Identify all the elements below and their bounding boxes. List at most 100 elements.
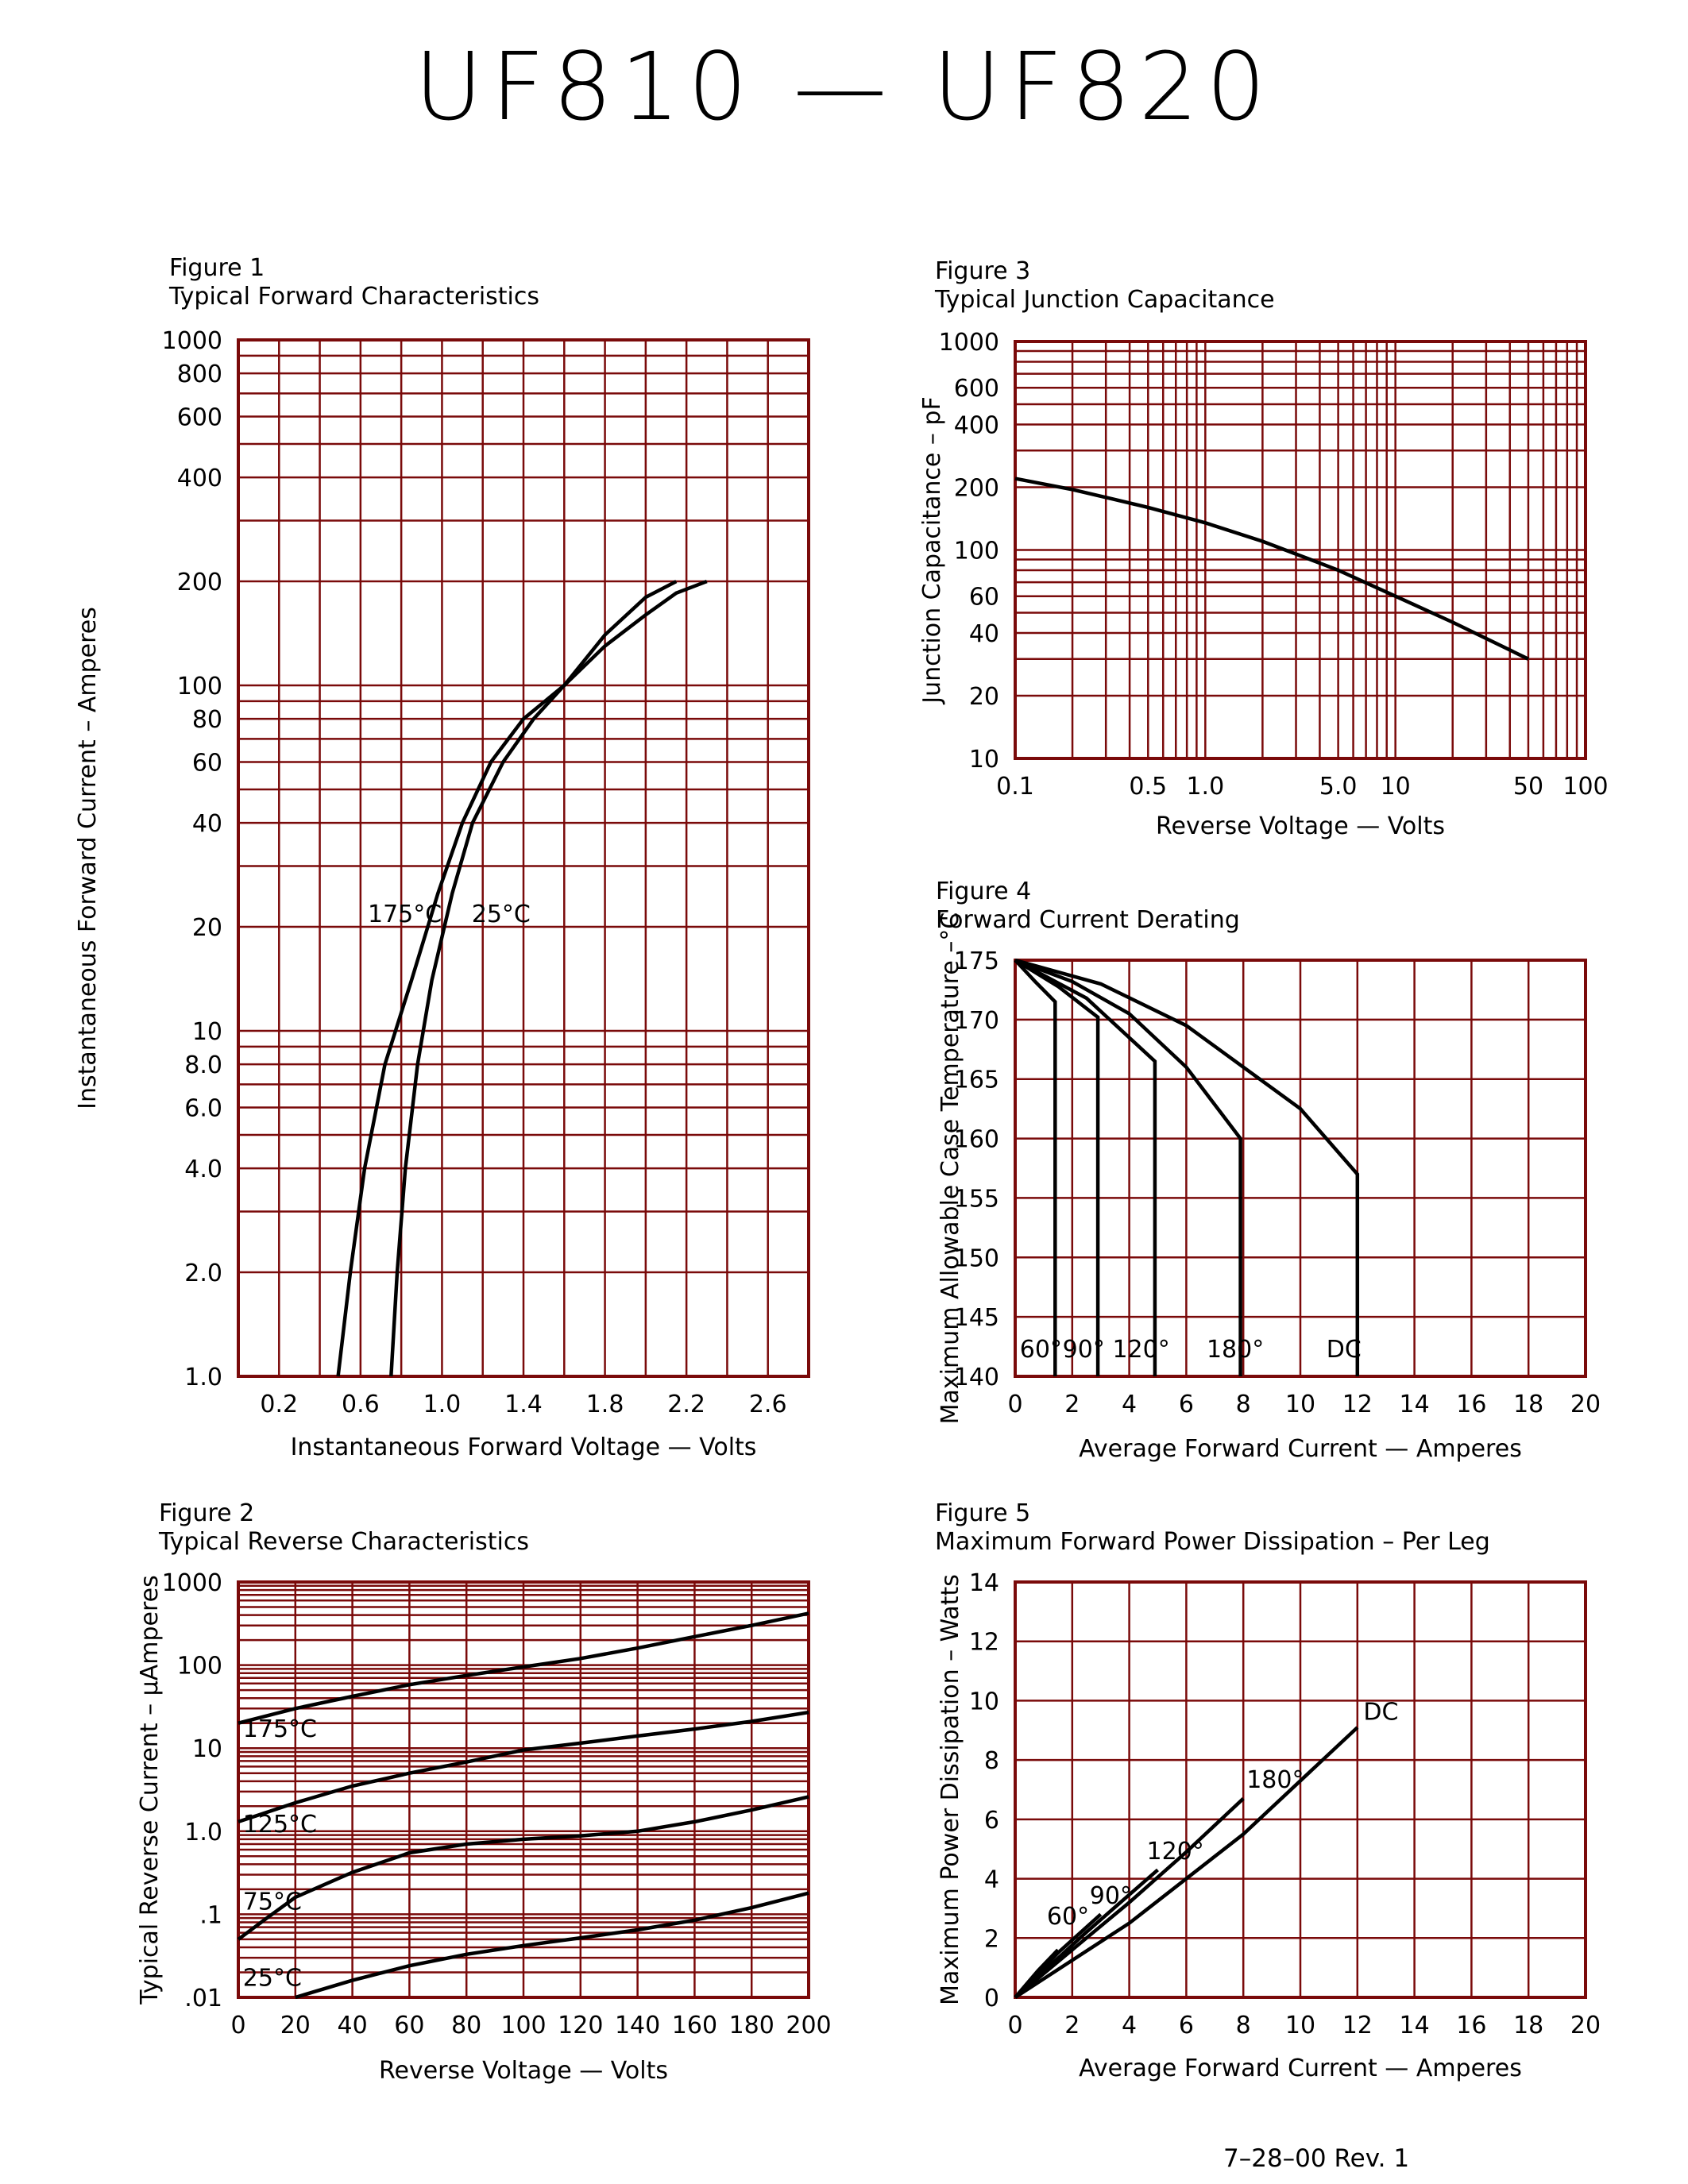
fig4-x-tick-label: 20	[1570, 1391, 1601, 1418]
fig5-y-tick-label: 8	[984, 1747, 999, 1775]
fig1-y-tick-label: 1000	[162, 327, 222, 355]
fig1-plot-frame	[237, 338, 810, 1378]
fig3-x-tick-label: 1.0	[1186, 773, 1224, 801]
fig1-x-tick-label: 0.6	[342, 1391, 380, 1418]
fig4-x-tick-label: 6	[1179, 1391, 1194, 1418]
fig5-x-tick-label: 18	[1513, 2012, 1543, 2039]
fig5-y-tick-label: 10	[969, 1688, 999, 1715]
fig5-x-tick-label: 12	[1342, 2012, 1373, 2039]
fig4-x-tick-label: 12	[1342, 1391, 1373, 1418]
fig5-x-axis-label: Average Forward Current — Amperes	[1079, 2055, 1522, 2082]
figure4-label: Figure 4	[936, 878, 1032, 905]
fig3-x-tick-label: 5.0	[1319, 773, 1358, 801]
fig4-y-tick-label: 140	[954, 1364, 999, 1391]
fig2-y-tick-label: 10	[192, 1735, 222, 1763]
fig5-series-180-line	[1014, 1797, 1245, 1999]
figure3-title: Typical Junction Capacitance	[935, 286, 1275, 314]
figure2-label: Figure 2	[159, 1499, 255, 1527]
fig2-annotation: 125°C	[243, 1811, 317, 1839]
fig3-x-axis-label: Reverse Voltage — Volts	[1156, 812, 1445, 840]
fig2-x-tick-label: 100	[500, 2012, 546, 2039]
fig5-x-tick-label: 16	[1456, 2012, 1486, 2039]
fig1-y-tick-label: 2.0	[184, 1260, 222, 1287]
fig5-annotation: 90°	[1090, 1882, 1132, 1910]
fig5-annotation: 180°	[1246, 1766, 1304, 1794]
fig4-plot-frame	[1014, 959, 1587, 1378]
fig3-y-tick-label: 600	[954, 375, 999, 403]
fig1-y-tick-label: 200	[177, 569, 222, 596]
fig3-plot-frame	[1014, 340, 1587, 760]
fig1-x-tick-label: 2.2	[667, 1391, 705, 1418]
fig2-series-75c-line	[237, 1795, 809, 1941]
fig1-y-tick-label: 800	[177, 361, 222, 388]
fig4-x-tick-label: 8	[1236, 1391, 1251, 1418]
figure3-label: Figure 3	[935, 257, 1031, 285]
fig1-annotation: 175°C	[368, 901, 442, 928]
fig5-x-tick-label: 20	[1570, 2012, 1601, 2039]
fig3-y-tick-label: 20	[969, 683, 999, 711]
fig4-y-tick-label: 155	[954, 1185, 999, 1213]
fig2-x-tick-label: 0	[230, 2012, 245, 2039]
fig2-y-tick-label: .1	[199, 1901, 222, 1929]
fig3-y-axis-label: Junction Capacitance – pF	[918, 396, 946, 704]
fig2-x-tick-label: 40	[338, 2012, 368, 2039]
fig5-annotation: DC	[1363, 1698, 1398, 1726]
fig5-annotation: 60°	[1047, 1903, 1089, 1931]
fig5-y-tick-label: 12	[969, 1629, 999, 1657]
fig2-x-tick-label: 180	[729, 2012, 774, 2039]
fig3-x-tick-label: 10	[1381, 773, 1411, 801]
figure2-title: Typical Reverse Characteristics	[159, 1528, 529, 1556]
fig1-annotation: 25°C	[472, 901, 531, 928]
fig1-series-175c-line	[336, 580, 678, 1377]
fig4-x-axis-label: Average Forward Current — Amperes	[1079, 1435, 1522, 1463]
fig2-series-25c-line	[295, 1891, 809, 2000]
fig3-y-tick-label: 100	[954, 538, 999, 565]
fig4-annotation: 180°	[1207, 1336, 1264, 1364]
fig2-x-tick-label: 120	[558, 2012, 603, 2039]
fig4-annotation: 120°	[1112, 1336, 1169, 1364]
fig4-y-tick-label: 145	[954, 1304, 999, 1332]
fig4-y-tick-label: 165	[954, 1067, 999, 1094]
fig3-y-tick-label: 60	[969, 584, 999, 612]
figure4-title: Forward Current Derating	[936, 906, 1240, 934]
fig4-annotation: DC	[1327, 1336, 1362, 1364]
fig4-y-tick-label: 150	[954, 1244, 999, 1272]
page-title: UF810 — UF820	[414, 32, 1274, 141]
fig2-y-tick-label: .01	[184, 1985, 222, 2012]
fig1-x-axis-label: Instantaneous Forward Voltage — Volts	[291, 1433, 757, 1461]
fig5-y-tick-label: 2	[984, 1925, 999, 1953]
fig4-x-tick-label: 18	[1513, 1391, 1543, 1418]
fig5-x-tick-label: 2	[1064, 2012, 1080, 2039]
fig3-x-tick-label: 50	[1513, 773, 1543, 801]
fig3-y-tick-label: 10	[969, 746, 999, 774]
fig3-y-tick-label: 200	[954, 474, 999, 502]
fig1-x-tick-label: 1.8	[586, 1391, 624, 1418]
fig4-y-axis-label: Maximum Allowable Case Temperature –°C	[937, 913, 964, 1425]
fig3-x-tick-label: 100	[1562, 773, 1608, 801]
fig2-plot-frame	[237, 1580, 810, 1999]
fig5-x-tick-label: 0	[1007, 2012, 1022, 2039]
revision-footer: 7–28–00 Rev. 1	[1223, 2144, 1410, 2173]
fig4-series-dc-line	[1014, 958, 1360, 1376]
fig4-x-tick-label: 0	[1007, 1391, 1022, 1418]
figure1-heading: Figure 1 Typical Forward Characteristics	[169, 254, 539, 311]
fig2-y-tick-label: 1.0	[184, 1819, 222, 1846]
fig5-x-tick-label: 10	[1285, 2012, 1315, 2039]
fig2-series-125c-line	[238, 1710, 809, 1824]
fig4-series-60-line	[1014, 959, 1057, 1376]
fig1-x-tick-label: 1.4	[504, 1391, 543, 1418]
fig2-annotation: 175°C	[243, 1715, 317, 1743]
fig2-x-tick-label: 80	[451, 2012, 481, 2039]
fig1-y-tick-label: 80	[192, 706, 222, 734]
fig1-x-tick-label: 1.0	[423, 1391, 462, 1418]
fig1-x-tick-label: 0.2	[260, 1391, 298, 1418]
fig1-y-tick-label: 1.0	[184, 1364, 222, 1391]
fig3-x-tick-label: 0.5	[1129, 773, 1167, 801]
fig2-x-tick-label: 140	[615, 2012, 660, 2039]
fig4-x-tick-label: 4	[1122, 1391, 1137, 1418]
fig4-annotation: 60°	[1020, 1336, 1062, 1364]
fig3-series-main-line	[1014, 477, 1529, 661]
fig2-x-tick-label: 60	[394, 2012, 424, 2039]
fig3-x-tick-label: 0.1	[996, 773, 1034, 801]
